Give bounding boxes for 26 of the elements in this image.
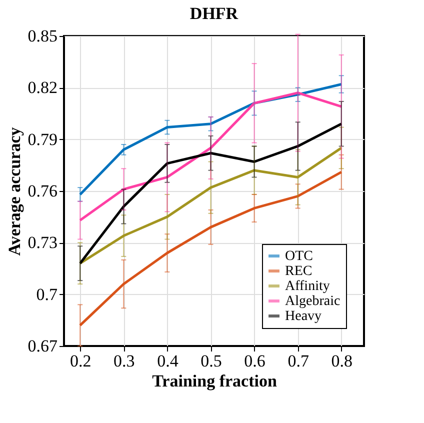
line-series	[78, 170, 343, 327]
y-tick-label: 0.82	[28, 78, 58, 98]
y-axis-title: Average accuracy	[4, 126, 24, 256]
line-series	[78, 92, 343, 222]
x-tick-label: 0.8	[331, 352, 352, 370]
y-tick-label: 0.73	[28, 233, 58, 252]
y-tick-label: 0.76	[28, 182, 58, 200]
legend-label: OTC	[285, 249, 313, 264]
legend-label: REC	[285, 264, 312, 279]
y-tick-label: 0.85	[28, 26, 58, 46]
line-series	[78, 146, 343, 265]
x-axis-title: Training fraction	[152, 372, 278, 390]
x-tick-label: 0.6	[244, 352, 266, 370]
x-tick-label: 0.5	[200, 352, 222, 370]
y-tick-label: 0.7	[36, 284, 58, 304]
legend-label: Affinity	[285, 279, 330, 294]
x-tick-label: 0.7	[288, 352, 310, 370]
x-tick-label: 0.2	[70, 352, 92, 370]
chart-title: DHFR	[190, 4, 239, 23]
x-tick-label: 0.3	[114, 352, 135, 370]
y-tick-label: 0.79	[28, 130, 58, 149]
y-tick-label: 0.67	[28, 336, 58, 356]
line-series	[78, 122, 343, 265]
x-tick-label: 0.4	[157, 352, 179, 370]
legend-label: Heavy	[285, 309, 322, 324]
legend-label: Algebraic	[285, 294, 340, 309]
